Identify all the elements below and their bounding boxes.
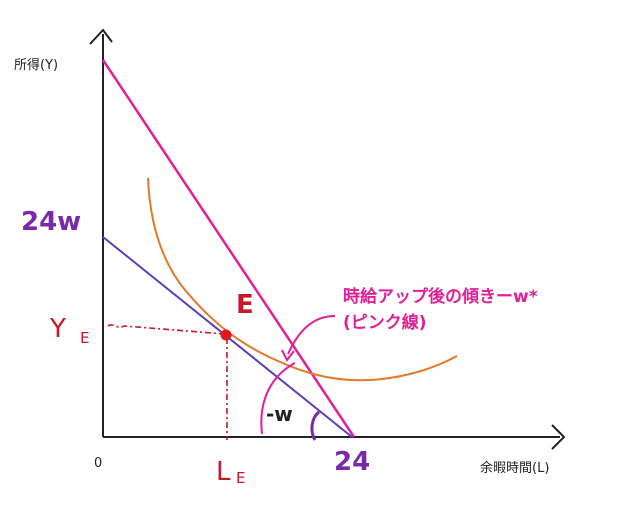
angle-arc — [310, 410, 321, 441]
equilibrium-point — [220, 329, 232, 341]
l-equilibrium-label: L — [216, 457, 231, 487]
slope-label: -w — [266, 402, 293, 426]
x-axis-label: 余暇時間(L) — [480, 460, 549, 476]
x-axis-arrow — [551, 424, 566, 450]
pink-bracket — [260, 362, 296, 435]
origin-label: 0 — [94, 456, 102, 471]
budget-line-new — [101, 59, 356, 438]
x-intercept-label: 24 — [334, 447, 370, 477]
y-equilibrium-sub: E — [80, 329, 89, 347]
indifference-curve — [147, 177, 458, 382]
y-axis-arrow — [89, 28, 113, 45]
point-label: E — [236, 290, 254, 320]
y-intercept-label: 24w — [21, 207, 81, 237]
annotation-line1: 時給アップ後の傾きーw* — [343, 286, 538, 307]
annotation-arrow — [287, 315, 336, 355]
y-axis-label: 所得(Y) — [14, 57, 58, 73]
y-equilibrium-label: Y — [49, 314, 66, 344]
annotation-arrowhead — [281, 349, 295, 362]
l-equilibrium-sub: E — [236, 469, 245, 487]
annotation-line2: (ピンク線) — [343, 312, 427, 333]
dashed-guide-horizontal — [107, 324, 226, 335]
